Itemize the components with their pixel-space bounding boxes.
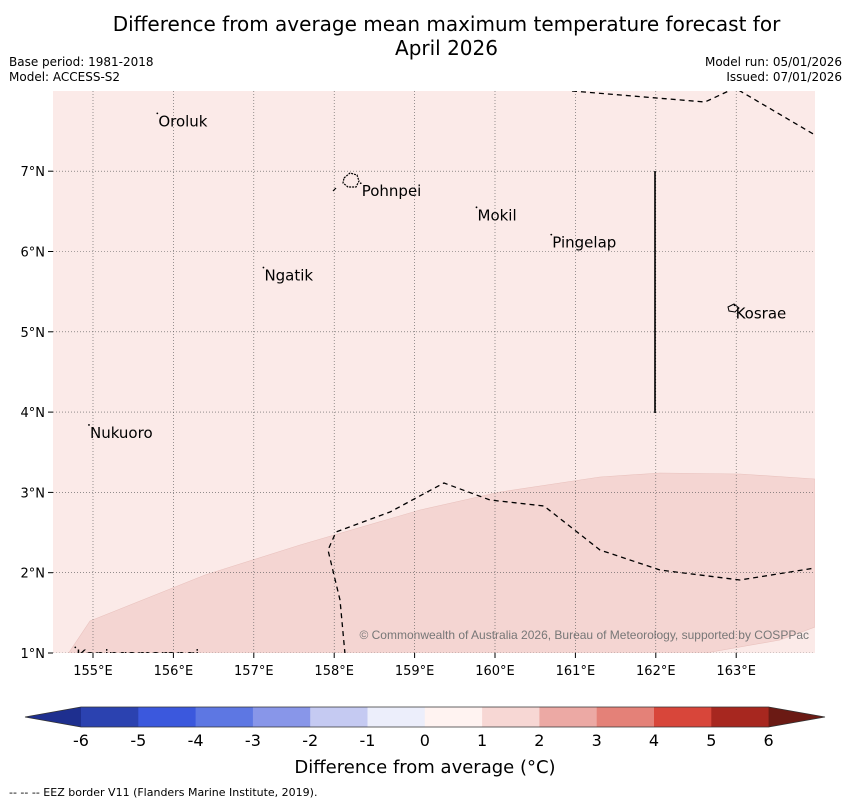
model-name: Model: ACCESS-S2	[9, 70, 121, 84]
eez-border-north	[571, 91, 815, 136]
lat-tick-label: 5°N	[21, 326, 46, 341]
kosrae-island	[727, 303, 740, 313]
lon-tick-label: 155°E	[73, 664, 113, 679]
lon-tick-label: 159°E	[395, 664, 435, 679]
title-line-1: Difference from average mean maximum tem…	[112, 12, 781, 36]
lat-tick-label: 7°N	[21, 165, 46, 180]
eez-borders	[327, 91, 815, 653]
lat-tick-label: 6°N	[21, 246, 46, 261]
colorbar-tick-label: 6	[764, 731, 774, 750]
place-label: Pohnpei	[362, 182, 422, 200]
colorbar-tick-label: 3	[592, 731, 602, 750]
lon-tick-label: 156°E	[154, 664, 194, 679]
axis-ticks: 155°E 156°E 157°E 158°E 159°E 160°E 161°E 162°E…	[21, 165, 756, 679]
colorbar-segment	[596, 707, 655, 727]
anomaly-band	[53, 472, 815, 653]
lat-tick-label: 4°N	[21, 406, 46, 421]
place-marker	[156, 112, 159, 115]
colorbar-label: Difference from average (°C)	[294, 757, 556, 778]
base-period: Base period: 1981-2018	[9, 55, 154, 69]
colorbar-segment	[654, 707, 712, 727]
colorbar-tick-label: 5	[706, 731, 716, 750]
lon-tick-label: 162°E	[636, 664, 676, 679]
place-label: Nukuoro	[90, 424, 153, 442]
colorbar-segment	[367, 707, 426, 727]
place-marker	[550, 233, 553, 236]
lon-tick-label: 157°E	[234, 664, 274, 679]
place-marker	[74, 646, 77, 649]
run-info: Model run: 05/01/2026 Issued: 07/01/2026	[705, 55, 842, 85]
colorbar-segment	[252, 707, 311, 727]
place-marker	[475, 206, 478, 209]
place-label: Kapingamarangi	[76, 646, 199, 664]
title-line-2: April 2026	[395, 36, 498, 60]
colorbar-tick-label: 2	[534, 731, 544, 750]
colorbar: -6 -5 -4 -3 -2 -1 0 1 2 3 4 5 6	[24, 706, 826, 750]
colorbar-tick-label: -1	[360, 731, 376, 750]
map-area: Oroluk Pohnpei Mokil Pingelap Ngatik Kosrae Nu…	[53, 91, 815, 664]
colorbar-tick-label: 1	[477, 731, 487, 750]
place-marker	[88, 424, 90, 426]
pohnpei-reef	[332, 187, 337, 192]
colorbar-outline	[24, 706, 826, 728]
colorbar-segment	[424, 707, 483, 727]
model-run: Model run: 05/01/2026	[704, 55, 842, 69]
model-info: Base period: 1981-2018 Model: ACCESS-S2	[9, 55, 154, 85]
colorbar-upper-extension	[768, 707, 825, 727]
place-label: Kosrae	[736, 304, 787, 322]
map-title: Difference from average mean maximum tem…	[0, 12, 850, 60]
lon-tick-label: 158°E	[314, 664, 354, 679]
place-label: Pingelap	[552, 234, 616, 252]
lat-tick-label: 1°N	[21, 647, 46, 662]
lat-tick-label: 3°N	[21, 486, 46, 501]
colorbar-tick-label: -6	[73, 731, 89, 750]
colorbar-segment	[81, 707, 139, 727]
place-marker	[733, 304, 736, 307]
eez-footnote: -- -- -- EEZ border V11 (Flanders Marine…	[9, 786, 318, 799]
lon-tick-label: 163°E	[716, 664, 756, 679]
colorbar-tick-label: -2	[302, 731, 318, 750]
lon-tick-label: 160°E	[475, 664, 515, 679]
colorbar-tick-label: 4	[649, 731, 659, 750]
place-label: Ngatik	[264, 267, 313, 285]
lon-tick-label: 161°E	[556, 664, 596, 679]
colorbar-tick-label: -4	[188, 731, 204, 750]
issued-date: Issued: 07/01/2026	[726, 70, 842, 84]
pohnpei-island	[342, 172, 360, 188]
lat-tick-label: 2°N	[21, 567, 46, 582]
colorbar-segment	[711, 707, 770, 727]
colorbar-tick-label: 0	[420, 731, 430, 750]
colorbar-segment	[539, 707, 598, 727]
colorbar-segment	[482, 707, 540, 727]
colorbar-tick-label: -3	[245, 731, 261, 750]
place-label: Oroluk	[158, 112, 207, 130]
colorbar-segment	[310, 707, 368, 727]
place-label: Mokil	[478, 206, 517, 224]
colorbar-lower-extension	[25, 707, 81, 727]
colorbar-segment	[138, 707, 197, 727]
copyright-notice: © Commonwealth of Australia 2026, Bureau…	[359, 628, 809, 642]
place-marker	[359, 182, 362, 185]
colorbar-segment	[195, 707, 254, 727]
place-labels: Oroluk Pohnpei Mokil Pingelap Ngatik Kosrae Nu…	[74, 112, 787, 664]
colorbar-tick-label: -5	[130, 731, 146, 750]
eez-border-south	[327, 482, 815, 653]
place-marker	[262, 266, 265, 269]
